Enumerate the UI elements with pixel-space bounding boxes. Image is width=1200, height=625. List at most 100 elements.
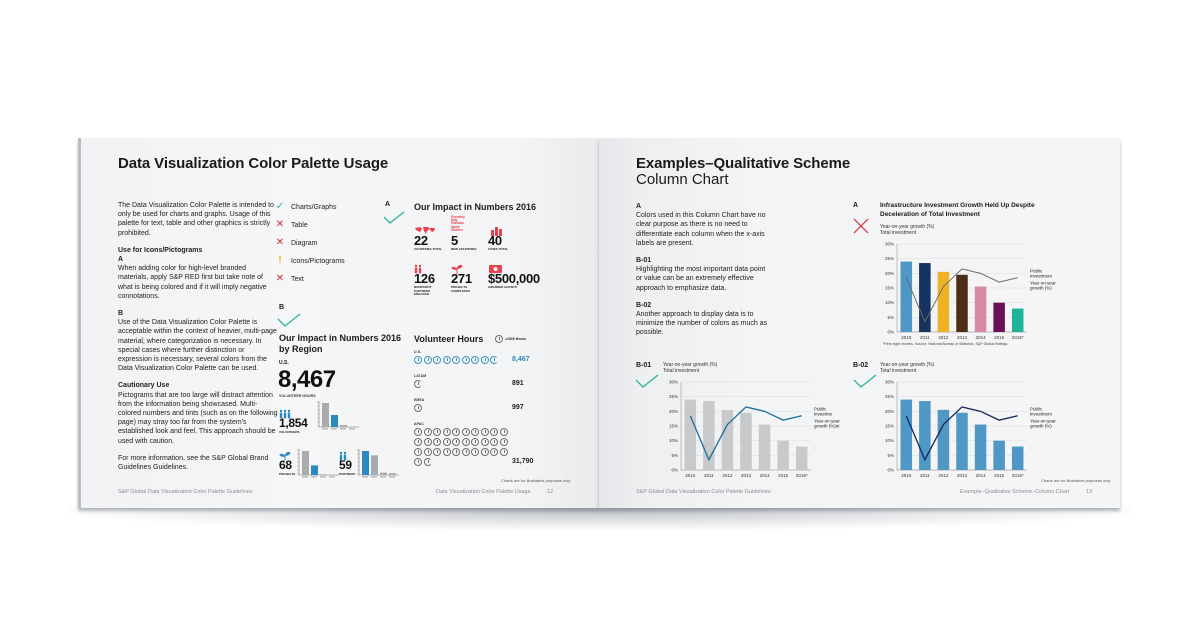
left-body-column: The Data Visualization Color Palette is …: [118, 201, 278, 472]
clock-icon: [414, 438, 422, 446]
chart-bar: [795, 446, 808, 470]
people-icon: [414, 264, 422, 274]
stat-value: 68: [279, 458, 292, 472]
svg-text:2011: 2011: [920, 473, 930, 478]
usage-legend-item: ✕ Diagram: [273, 234, 345, 252]
svg-text:2013: 2013: [741, 473, 752, 478]
clock-icon: [480, 356, 489, 364]
svg-text:2015: 2015: [994, 473, 1005, 478]
svg-text:investment: investment: [1030, 274, 1053, 279]
svg-text:2012: 2012: [938, 473, 949, 478]
trend-line: [689, 406, 802, 462]
svg-text:10%: 10%: [885, 300, 894, 305]
left-page: Data Visualization Color Palette Usage T…: [78, 138, 599, 508]
clock-icon: [442, 428, 451, 436]
usage-legend-item: ! Icons/Pictograms: [273, 252, 344, 270]
country-list-icon: Germany Italy Pakistan Spain Sweden: [451, 215, 465, 232]
svg-text:Public: Public: [1030, 407, 1043, 412]
chart-bar: [684, 399, 697, 470]
region-label: U.S.: [279, 360, 289, 366]
chart-b02-series-label: Year-on-year growth (%) Total investment: [880, 362, 935, 374]
clock-row: [414, 448, 508, 457]
note-item: A Colors used in this Column Chart have n…: [636, 202, 771, 248]
region-mini-stat: 1,854 Volunteers: [279, 406, 308, 435]
svg-text:30%: 30%: [885, 380, 894, 385]
check-icon: ✓: [275, 201, 285, 212]
svg-text:2014: 2014: [976, 473, 987, 478]
clock-icon: [461, 356, 470, 364]
chart-bar: [740, 412, 752, 470]
stat-label: Volunteers: [279, 430, 300, 434]
clock-icon: [442, 356, 451, 364]
region-label: APAC: [414, 422, 425, 426]
clock-icon: [480, 428, 489, 436]
clock-row: [414, 458, 432, 467]
clock-row: [414, 438, 508, 447]
svg-text:0%: 0%: [887, 468, 894, 473]
svg-text:2016*: 2016*: [796, 473, 808, 478]
stat-value: 22: [414, 233, 428, 248]
region-hours-value: 997: [512, 404, 524, 411]
chart-bar: [956, 274, 968, 332]
chart-b01-label: B-01: [636, 362, 652, 369]
svg-text:2010: 2010: [901, 335, 912, 340]
svg-text:Year-on-year: Year-on-year: [1030, 419, 1056, 424]
clock-icon: [499, 438, 508, 446]
svg-text:5%: 5%: [887, 315, 894, 320]
clock-icon: [471, 438, 479, 446]
clock-icon: [414, 404, 422, 412]
region-hours-value: 31,790: [512, 458, 534, 465]
page-number: 13: [1086, 489, 1093, 495]
svg-text:Year-on-year: Year-on-year: [814, 419, 840, 424]
stat-value: 126: [414, 271, 435, 286]
usage-legend-item: ✕ Table: [273, 216, 345, 234]
example-b-label: B: [279, 304, 285, 311]
clock-icon: [452, 428, 460, 436]
more-info-text: For more information, see the S&P Global…: [118, 454, 269, 472]
chart-bar: [993, 302, 1005, 332]
mini-bar-chart: [317, 401, 359, 430]
chart-bar: [721, 409, 734, 470]
chart-bar: [937, 409, 950, 470]
chart-bar: [777, 440, 789, 470]
chart-a: 0% 5% 10% 15% 20% 25% 30% 2010 2011 2012 2013 2014 2…: [885, 242, 1056, 341]
svg-text:30%: 30%: [885, 242, 894, 247]
cross-icon: ✕: [275, 237, 285, 248]
region-mini-stats: 1,854 Volunteers 68 Projects 59 Partners: [279, 401, 439, 478]
impact-stat: 22 Countries Total: [414, 216, 444, 252]
usage-legend: ✓ Charts/Graphs ✕ Table ✕ Diagram! Icons/Picto…: [273, 198, 345, 288]
svg-text:2016*: 2016*: [1012, 335, 1024, 340]
clock-icon: [452, 448, 460, 456]
stat-label: Awarded Grants: [488, 285, 517, 289]
clock-icon: [442, 438, 451, 446]
footer-left: S&P Global Data Visualization Color Pale…: [118, 489, 253, 495]
icons-heading: Use for Icons/Pictograms: [118, 246, 203, 254]
clock-icon: [471, 428, 479, 436]
intro-text: The Data Visualization Color Palette is …: [118, 202, 274, 237]
chart-bar: [956, 412, 968, 470]
chart-bar: [900, 399, 913, 470]
volunteer-hours-total: 8,467: [278, 366, 336, 393]
check-icon: [853, 374, 877, 388]
svg-text:Year-on-year: Year-on-year: [1030, 281, 1056, 286]
note-label: B-02: [636, 301, 652, 309]
clock-icon: [471, 448, 479, 456]
section-a-text: When adding color for high-level branded…: [118, 265, 267, 300]
clock-icon: [433, 428, 441, 436]
chart-bar: [758, 424, 771, 470]
svg-text:5%: 5%: [887, 453, 894, 458]
region-label: EMEA: [414, 398, 425, 402]
svg-text:15%: 15%: [885, 286, 894, 291]
volunteer-hours-label: Volunteer Hours: [279, 394, 316, 398]
caution-text: Pictograms that are too large will distr…: [118, 391, 278, 445]
clock-icon: [452, 438, 460, 446]
stat-value: 5: [451, 233, 458, 248]
svg-text:25%: 25%: [885, 394, 894, 399]
region-hours-value: 8,467: [512, 356, 530, 363]
svg-text:2014: 2014: [976, 335, 987, 340]
chart-bar: [937, 271, 950, 332]
cross-icon: [853, 218, 869, 234]
stat-label: Cities Total: [488, 247, 509, 251]
clock-icon: [452, 356, 460, 364]
clock-icon: [414, 458, 422, 466]
